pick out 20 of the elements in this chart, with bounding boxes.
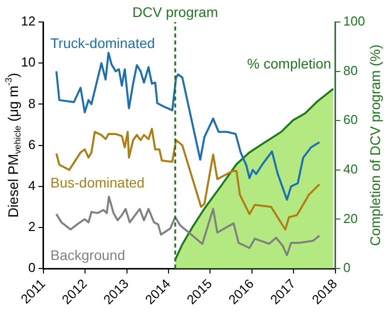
- series-label: % completion: [247, 56, 332, 72]
- y-tick-label: 0: [28, 260, 36, 276]
- y2-axis-title: Completion of DCV program (%): [366, 44, 383, 246]
- series-label: Bus-dominated: [50, 174, 145, 190]
- y-tick-label: 6: [28, 136, 36, 152]
- y2-tick-label: 40: [343, 161, 358, 176]
- y2-tick-label: 80: [343, 62, 358, 78]
- y-tick-label: 8: [28, 96, 36, 111]
- ref-line-label: DCV program: [132, 4, 218, 20]
- y-tick-label: 4: [28, 178, 36, 193]
- series-label: Background: [50, 246, 126, 263]
- y-tick-label: 2: [28, 219, 36, 234]
- y-tick-label: 12: [20, 14, 36, 29]
- y-axis-title: Diesel PMvehicle (μg m-3): [4, 72, 23, 218]
- y2-tick-label: 100: [343, 14, 366, 29]
- y2-tick-label: 20: [343, 210, 358, 226]
- y-tick-label: 10: [20, 54, 36, 70]
- y2-tick-label: 60: [343, 112, 358, 128]
- y2-tick-label: 0: [343, 260, 351, 276]
- series-label: Truck-dominated: [50, 34, 155, 51]
